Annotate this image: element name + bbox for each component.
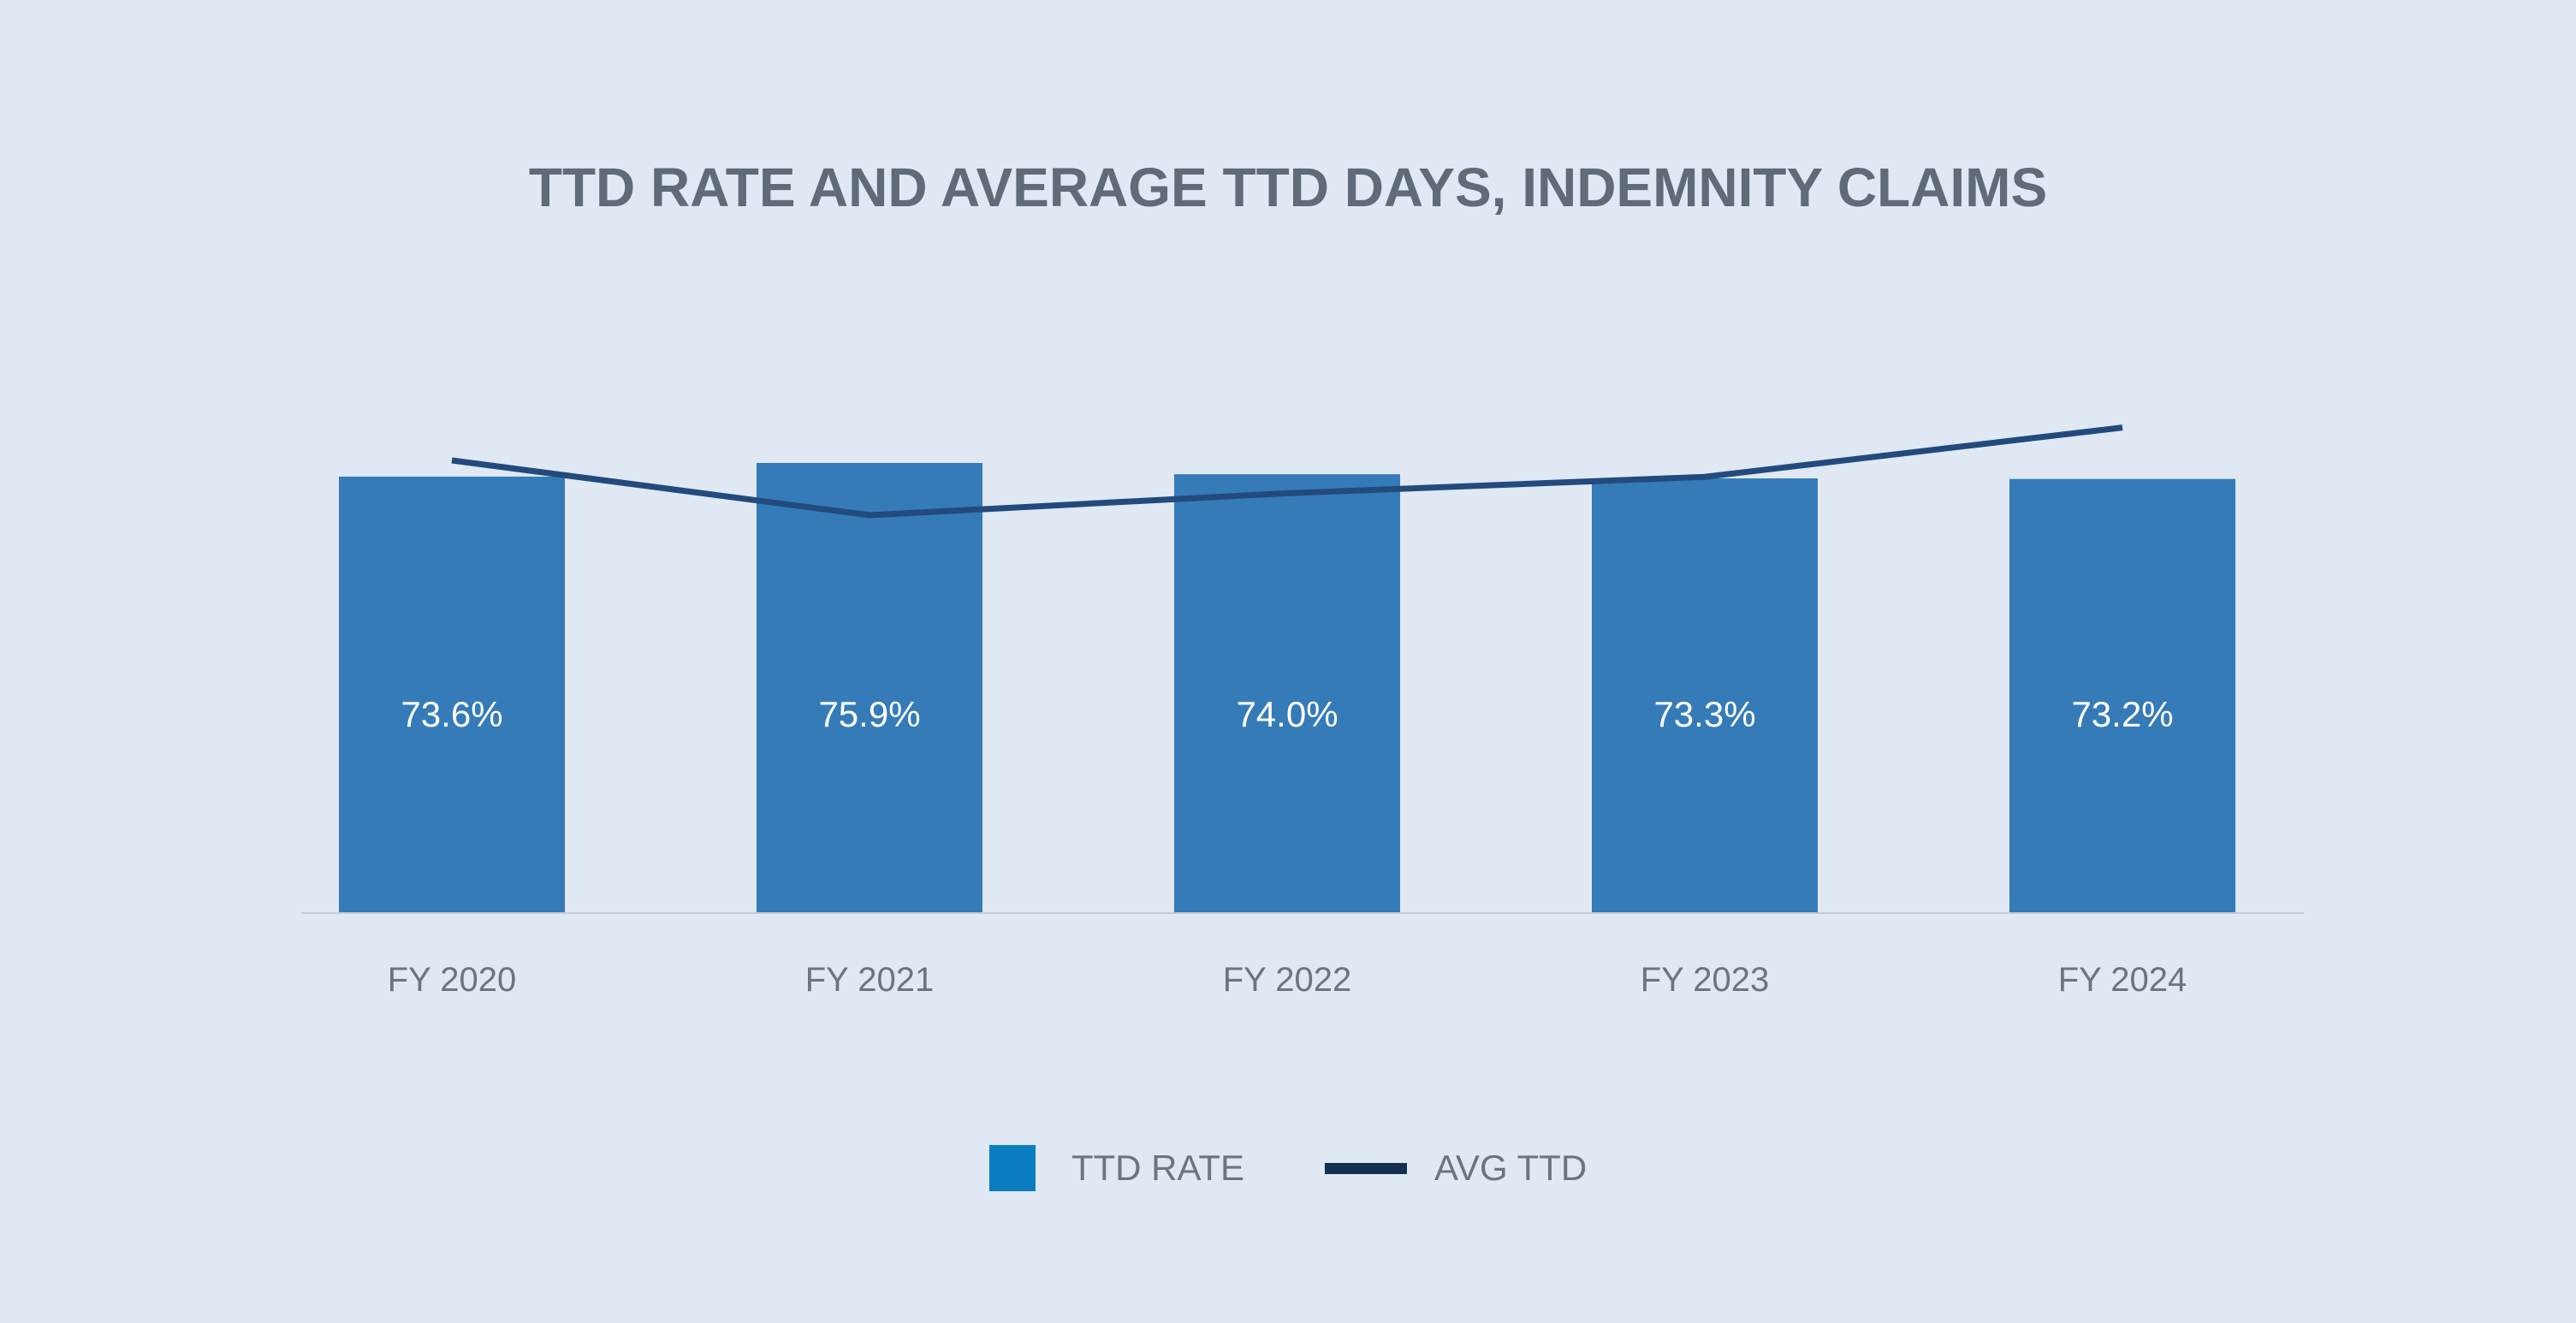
- bar-data-label: 73.6%: [401, 694, 502, 734]
- legend-label-avg-ttd: AVG TTD: [1434, 1148, 1588, 1188]
- bar-ttd-rate: [2009, 478, 2235, 913]
- legend-swatch-avg-ttd: [1325, 1162, 1408, 1174]
- bar-data-label: 75.9%: [818, 694, 920, 734]
- bar-data-label: 73.3%: [1653, 694, 1755, 734]
- x-tick-label: FY 2021: [805, 961, 935, 999]
- bar-ttd-rate: [1592, 478, 1818, 913]
- x-tick-label: FY 2020: [388, 961, 517, 999]
- legend-item-avg-ttd: AVG TTD: [1325, 1148, 1587, 1189]
- legend-item-ttd-rate: TTD RATE: [988, 1145, 1245, 1191]
- bar-ttd-rate: [757, 463, 982, 913]
- chart-legend: TTD RATE AVG TTD: [0, 1145, 2576, 1191]
- bar-ttd-rate: [339, 476, 565, 913]
- bar-ttd-rate: [1174, 474, 1400, 913]
- legend-swatch-ttd-rate: [988, 1145, 1036, 1191]
- x-tick-label: FY 2023: [1641, 961, 1770, 999]
- legend-label-ttd-rate: TTD RATE: [1071, 1148, 1245, 1188]
- bar-data-label: 74.0%: [1236, 694, 1338, 734]
- chart-title: TTD RATE AND AVERAGE TTD DAYS, INDEMNITY…: [528, 157, 2048, 218]
- x-tick-label: FY 2022: [1223, 961, 1352, 999]
- x-tick-label: FY 2024: [2058, 961, 2187, 999]
- bar-data-label: 73.2%: [2071, 694, 2173, 734]
